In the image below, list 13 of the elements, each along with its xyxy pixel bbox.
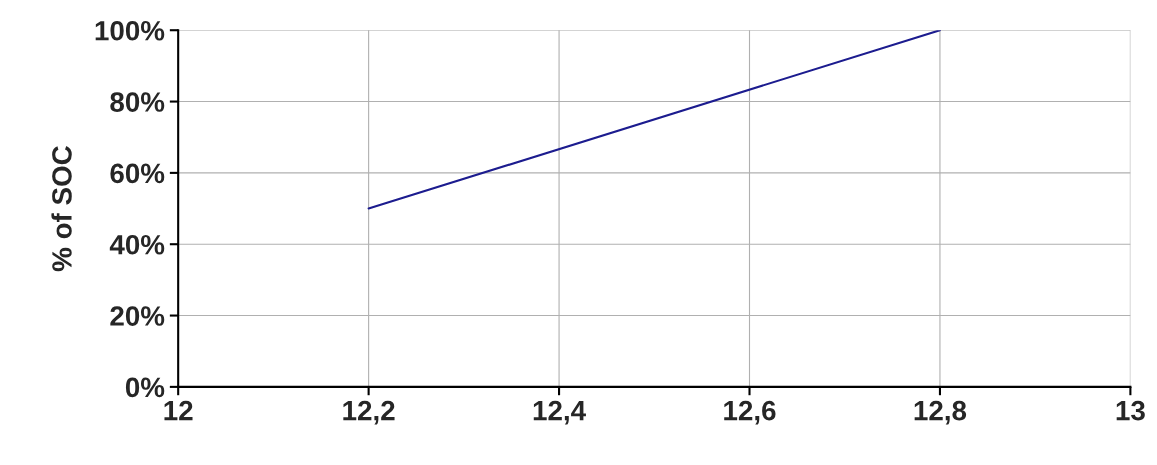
x-tick-label: 12,2 — [343, 400, 395, 425]
y-tick-label: 40% — [109, 234, 165, 255]
x-tick-label: 13 — [1116, 400, 1145, 421]
y-tick-label: 100% — [95, 20, 165, 41]
y-tick-label: 0% — [125, 377, 165, 398]
x-tick-label: 12,6 — [724, 400, 776, 425]
x-tick-label: 12,4 — [533, 400, 586, 425]
x-tick-label: 12,8 — [914, 400, 967, 425]
y-tick-label: 20% — [110, 306, 165, 326]
y-tick-label: 60% — [110, 163, 165, 184]
x-tick-label: 12 — [164, 400, 193, 421]
y-axis-title: % of SOC — [51, 146, 72, 272]
y-tick-label: 80% — [110, 92, 165, 112]
